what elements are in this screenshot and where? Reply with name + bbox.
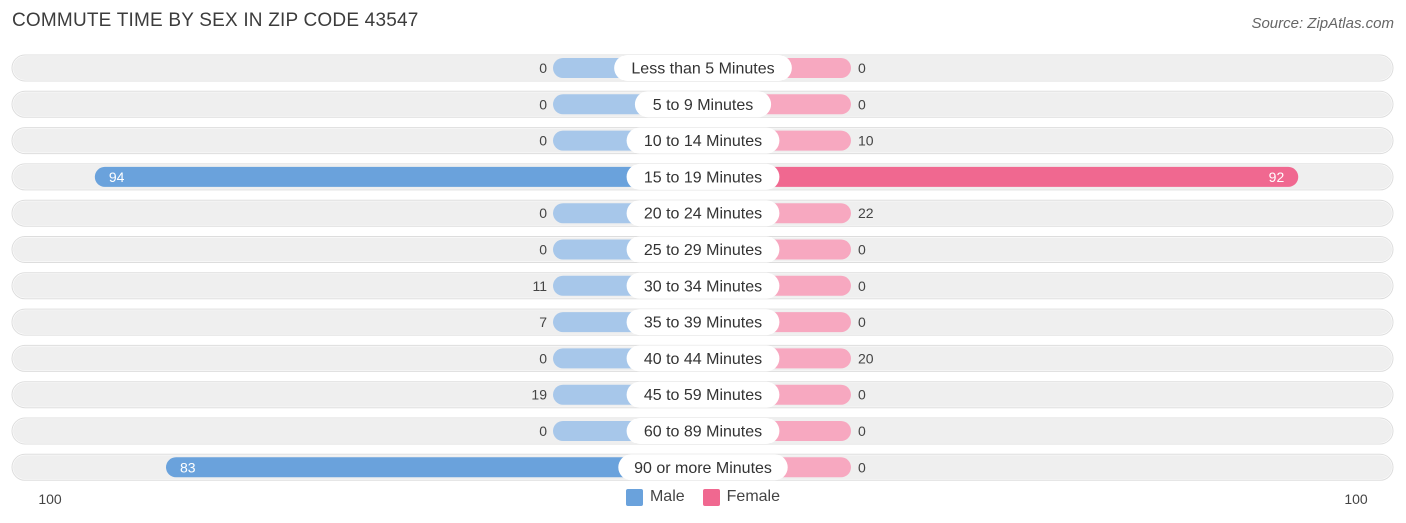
bar-male xyxy=(94,166,703,187)
category-pill xyxy=(626,418,780,444)
value-label-male: 0 xyxy=(539,350,547,366)
value-label-female: 0 xyxy=(858,314,866,330)
legend-swatch-male xyxy=(625,488,643,506)
value-label-female: 0 xyxy=(858,242,866,258)
value-label-male: 7 xyxy=(539,314,547,330)
value-label-female: 0 xyxy=(858,387,866,403)
value-label-male: 0 xyxy=(539,205,547,221)
category-pill xyxy=(626,309,780,336)
legend-label-female: Female xyxy=(726,488,781,505)
category-label: 30 to 34 Minutes xyxy=(644,278,762,295)
legend-item-male[interactable]: Male xyxy=(625,488,685,506)
value-label-male: 94 xyxy=(109,169,125,185)
axis-label-right: 100 xyxy=(1344,491,1368,507)
category-pill xyxy=(626,127,780,154)
category-label: 40 to 44 Minutes xyxy=(644,351,762,368)
value-label-male: 11 xyxy=(532,278,547,294)
category-pill xyxy=(626,272,780,299)
bar-male xyxy=(165,457,704,478)
value-label-male: 0 xyxy=(539,242,547,258)
legend-item-female[interactable]: Female xyxy=(702,488,781,506)
category-label: 60 to 89 Minutes xyxy=(644,424,762,441)
category-pill xyxy=(626,163,780,190)
value-label-male: 0 xyxy=(539,96,547,112)
legend-label-male: Male xyxy=(649,488,685,505)
value-label-male: 19 xyxy=(531,387,547,403)
category-label: 5 to 9 Minutes xyxy=(653,97,754,114)
category-label: 90 or more Minutes xyxy=(634,460,772,477)
value-label-female: 22 xyxy=(858,205,874,221)
category-pill xyxy=(626,345,780,372)
category-label: 25 to 29 Minutes xyxy=(644,242,762,259)
category-pill xyxy=(618,454,788,481)
value-label-female: 20 xyxy=(858,350,874,366)
category-pill xyxy=(626,236,780,263)
bar-female xyxy=(703,166,1299,187)
value-label-female: 0 xyxy=(858,423,866,439)
source-label: Source: ZipAtlas.com xyxy=(1251,15,1394,32)
category-label: Less than 5 Minutes xyxy=(631,61,774,78)
category-pill xyxy=(626,381,780,408)
value-label-male: 0 xyxy=(539,423,547,439)
legend: Male Female xyxy=(0,488,1406,506)
category-label: 10 to 14 Minutes xyxy=(644,133,762,150)
category-label: 35 to 39 Minutes xyxy=(644,315,762,332)
value-label-female: 0 xyxy=(858,278,866,294)
axis-label-left: 100 xyxy=(38,491,62,507)
value-label-male: 0 xyxy=(539,133,547,149)
legend-swatch-female xyxy=(702,488,720,506)
value-label-female: 0 xyxy=(858,60,866,76)
category-pill xyxy=(614,55,792,81)
category-pill xyxy=(634,91,772,118)
value-label-female: 0 xyxy=(858,459,866,475)
value-label-male: 0 xyxy=(539,60,547,76)
category-label: 15 to 19 Minutes xyxy=(644,169,762,186)
value-label-female: 10 xyxy=(858,133,874,149)
value-label-male: 83 xyxy=(180,459,196,475)
value-label-female: 92 xyxy=(1269,169,1285,185)
category-pill xyxy=(626,200,780,227)
category-label: 45 to 59 Minutes xyxy=(644,387,762,404)
category-label: 20 to 24 Minutes xyxy=(644,206,762,223)
value-label-female: 0 xyxy=(858,96,866,112)
chart-title: COMMUTE TIME BY SEX IN ZIP CODE 43547 xyxy=(12,10,419,31)
